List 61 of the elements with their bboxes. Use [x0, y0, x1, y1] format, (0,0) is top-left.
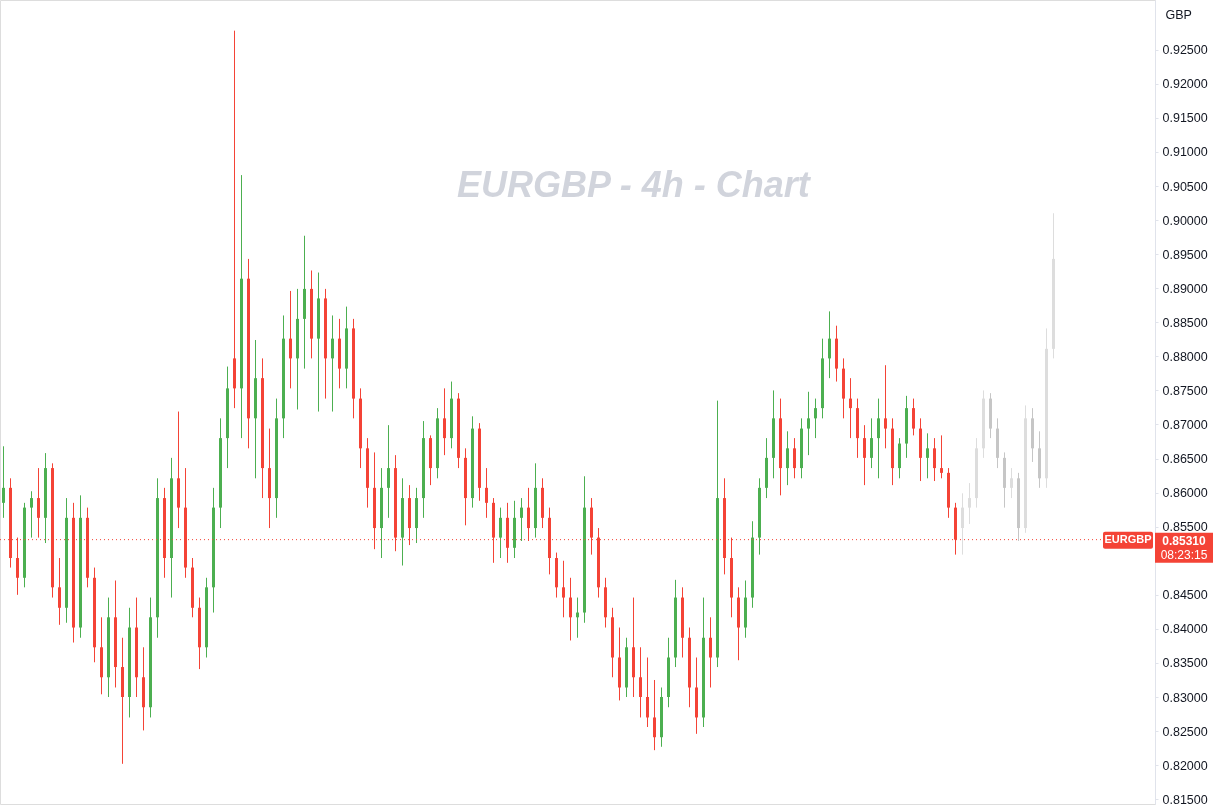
candlestick: [870, 417, 873, 469]
y-tick-label: 0.91000: [1162, 145, 1208, 160]
y-tick-label: 0.88500: [1162, 315, 1208, 330]
candlestick: [485, 467, 488, 519]
candlestick: [863, 424, 866, 486]
candlestick: [807, 391, 810, 456]
y-tick-label: 0.83500: [1162, 656, 1208, 671]
y-tick-label: 0.84000: [1162, 622, 1208, 637]
y-tick-label: 0.84500: [1162, 588, 1208, 603]
y-tick-label: 0.87000: [1162, 417, 1208, 432]
candlestick: [849, 377, 852, 439]
candlestick: [1010, 467, 1013, 499]
candlestick: [2, 445, 5, 519]
candlestick: [562, 560, 565, 618]
text: 08:23:15: [1160, 547, 1208, 562]
candlestick: [709, 616, 712, 688]
candlestick: [933, 437, 936, 482]
candlestick: [912, 398, 915, 436]
candlestick: [37, 467, 40, 539]
y-tick-label: 0.92000: [1162, 77, 1208, 92]
candlestick: [926, 432, 929, 479]
y-tick-label: 0.83000: [1162, 690, 1208, 705]
y-tick-label: 0.90000: [1162, 213, 1208, 228]
candlestick: [646, 657, 649, 728]
y-tick-label: 0.92500: [1162, 43, 1208, 58]
candlestick: [387, 424, 390, 519]
y-tick-label: 0.86500: [1162, 452, 1208, 467]
candlestick: [814, 398, 817, 439]
y-tick-label: 0.82500: [1162, 724, 1208, 739]
ref-line-label: EURGBP: [1104, 533, 1152, 546]
candlestick: [443, 387, 446, 456]
candlestick: [331, 314, 334, 413]
candlestick: [58, 557, 61, 626]
candlestick: [786, 430, 789, 486]
y-axis-title: GBP: [1165, 7, 1192, 22]
y-tick-label: 0.86000: [1162, 486, 1208, 501]
y-tick-label: 0.87500: [1162, 383, 1208, 398]
candlestick: [968, 482, 971, 525]
candlestick: [233, 30, 236, 409]
candlestick: [940, 434, 943, 479]
y-tick-label: 0.85500: [1162, 520, 1208, 535]
candlestick: [569, 577, 572, 641]
candlestick: [499, 507, 502, 559]
y-tick-label: 0.88000: [1162, 349, 1208, 364]
candlestick: [639, 646, 642, 718]
candlestick: [289, 290, 292, 389]
y-tick-label: 0.91500: [1162, 111, 1208, 126]
candlestick: [520, 497, 523, 542]
y-tick-label: 0.89000: [1162, 281, 1208, 296]
candlestick: [877, 398, 880, 479]
candlestick: [793, 437, 796, 479]
y-tick-label: 0.90500: [1162, 179, 1208, 194]
y-tick-label: 0.89500: [1162, 247, 1208, 262]
candlestick: [653, 679, 656, 751]
candlestick: [30, 490, 33, 539]
y-tick-label: 0.82000: [1162, 758, 1208, 773]
y-tick-label: 0.81500: [1162, 792, 1208, 807]
candlestick: [828, 310, 831, 379]
candlestick: [961, 492, 964, 556]
candlestick: [884, 364, 887, 449]
text: 0.85310: [1162, 533, 1207, 548]
